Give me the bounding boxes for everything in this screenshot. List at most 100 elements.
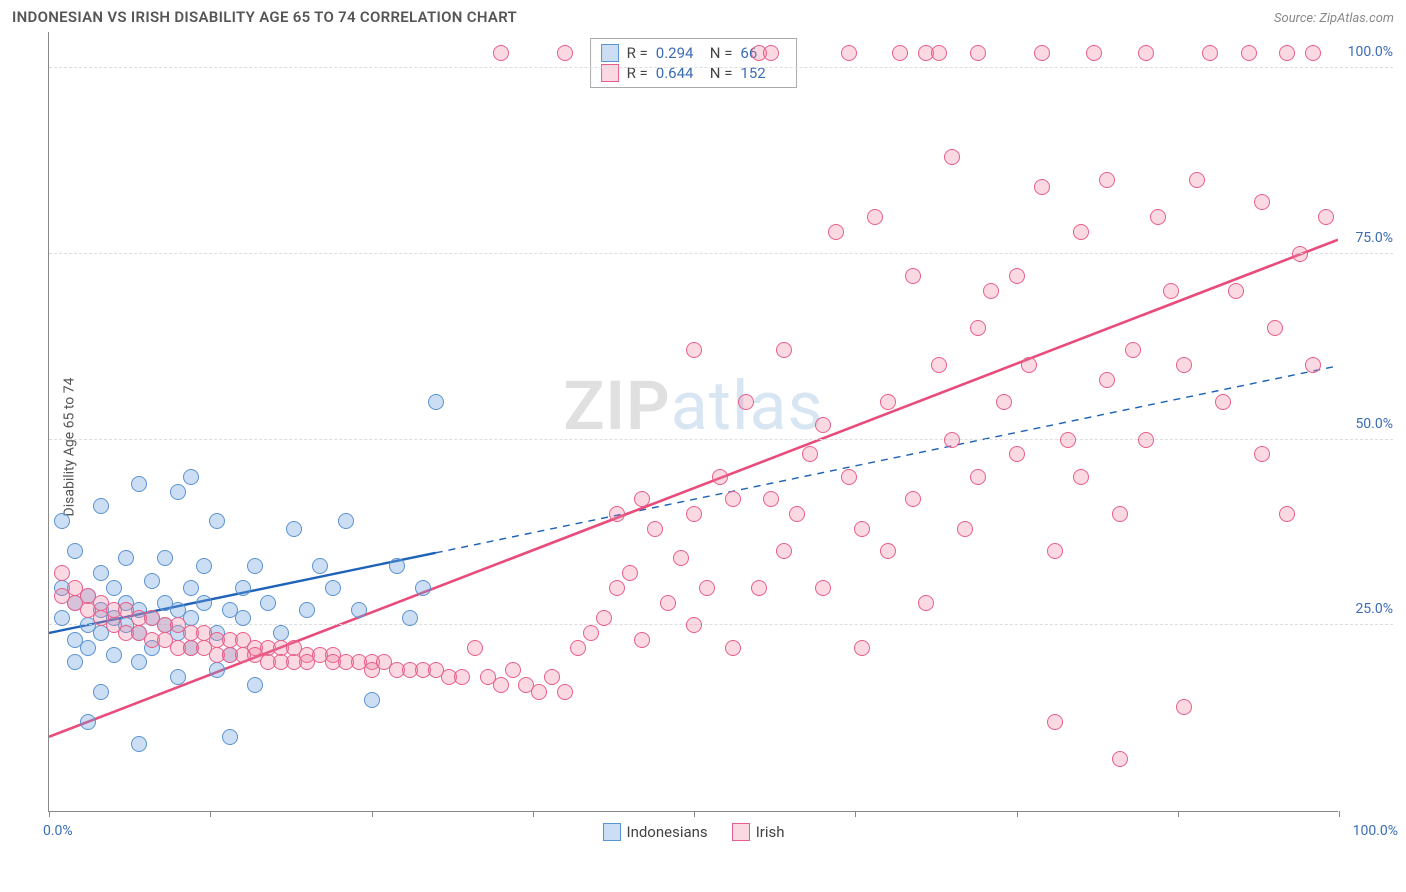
data-point <box>260 595 276 611</box>
x-tick-mark <box>694 811 695 817</box>
data-point <box>944 432 960 448</box>
data-point <box>660 595 676 611</box>
data-point <box>325 580 341 596</box>
data-point <box>763 491 779 507</box>
data-point <box>957 521 973 537</box>
data-point <box>299 602 315 618</box>
watermark: ZIPatlas <box>563 366 823 446</box>
data-point <box>286 521 302 537</box>
x-tick-mark <box>1339 811 1340 817</box>
data-point <box>699 580 715 596</box>
data-point <box>1254 194 1270 210</box>
data-point <box>1073 224 1089 240</box>
data-point <box>454 669 470 685</box>
x-tick-mark <box>372 811 373 817</box>
data-point <box>1176 357 1192 373</box>
data-point <box>557 45 573 61</box>
series-legend-item: Irish <box>732 823 785 841</box>
data-point <box>686 342 702 358</box>
series-legend-item: Indonesians <box>602 823 707 841</box>
data-point <box>905 491 921 507</box>
data-point <box>634 491 650 507</box>
data-point <box>970 45 986 61</box>
data-point <box>131 476 147 492</box>
data-point <box>712 469 728 485</box>
data-point <box>183 469 199 485</box>
data-point <box>1318 209 1334 225</box>
y-tick-label: 50.0% <box>1355 416 1393 432</box>
data-point <box>931 45 947 61</box>
series-legend-label: Irish <box>756 823 785 841</box>
data-point <box>854 521 870 537</box>
data-point <box>609 580 625 596</box>
data-point <box>1112 506 1128 522</box>
y-tick-label: 75.0% <box>1355 230 1393 246</box>
data-point <box>118 550 134 566</box>
data-point <box>209 513 225 529</box>
data-point <box>1138 45 1154 61</box>
legend-r-label: R = <box>627 44 648 62</box>
data-point <box>338 513 354 529</box>
data-point <box>235 580 251 596</box>
data-point <box>67 654 83 670</box>
data-point <box>1047 543 1063 559</box>
series-legend: Indonesians Irish <box>602 823 784 841</box>
data-point <box>725 491 741 507</box>
data-point <box>1047 714 1063 730</box>
data-point <box>1138 432 1154 448</box>
gridline <box>49 253 1393 254</box>
data-point <box>1215 394 1231 410</box>
x-axis-min-label: 0.0% <box>43 823 73 839</box>
x-tick-mark <box>1178 811 1179 817</box>
data-point <box>273 625 289 641</box>
x-tick-mark <box>533 811 534 817</box>
data-point <box>196 558 212 574</box>
data-point <box>815 580 831 596</box>
data-point <box>828 224 844 240</box>
data-point <box>1060 432 1076 448</box>
data-point <box>235 610 251 626</box>
data-point <box>738 394 754 410</box>
data-point <box>776 342 792 358</box>
data-point <box>854 640 870 656</box>
legend-row: R =0.644N =152 <box>601 63 787 83</box>
data-point <box>80 640 96 656</box>
data-point <box>1241 45 1257 61</box>
data-point <box>183 580 199 596</box>
x-tick-mark <box>49 811 50 817</box>
data-point <box>996 394 1012 410</box>
data-point <box>402 610 418 626</box>
data-point <box>686 506 702 522</box>
data-point <box>1009 446 1025 462</box>
legend-n-label: N = <box>710 44 733 62</box>
data-point <box>131 654 147 670</box>
data-point <box>428 394 444 410</box>
data-point <box>106 647 122 663</box>
data-point <box>867 209 883 225</box>
data-point <box>1228 283 1244 299</box>
data-point <box>209 662 225 678</box>
data-point <box>131 736 147 752</box>
data-point <box>1279 506 1295 522</box>
gridline <box>49 624 1393 625</box>
data-point <box>905 268 921 284</box>
data-point <box>364 692 380 708</box>
gridline <box>49 439 1393 440</box>
data-point <box>1202 45 1218 61</box>
legend-r-value: 0.294 <box>656 44 702 62</box>
trend-lines <box>49 32 1338 811</box>
data-point <box>1254 446 1270 462</box>
y-tick-label: 100.0% <box>1348 44 1393 60</box>
data-point <box>170 669 186 685</box>
data-point <box>931 357 947 373</box>
data-point <box>673 550 689 566</box>
data-point <box>54 565 70 581</box>
data-point <box>1279 45 1295 61</box>
data-point <box>557 684 573 700</box>
data-point <box>1125 342 1141 358</box>
data-point <box>1305 357 1321 373</box>
data-point <box>247 558 263 574</box>
legend-swatch <box>602 823 620 841</box>
data-point <box>609 506 625 522</box>
data-point <box>880 543 896 559</box>
